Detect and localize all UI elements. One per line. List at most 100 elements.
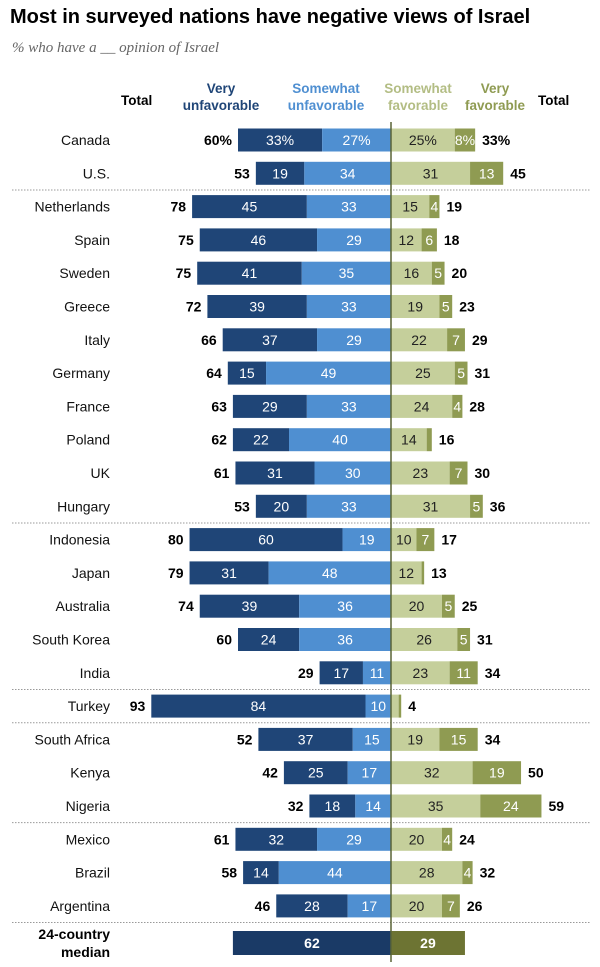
total-favorable: 4 [408, 698, 416, 714]
bar-very-favorable [429, 195, 440, 219]
label-somewhat-unfavorable: 15 [364, 731, 380, 747]
total-favorable: 36 [490, 498, 506, 514]
bar-very-favorable [480, 794, 542, 818]
bar-somewhat-favorable [391, 428, 427, 452]
bar-somewhat-unfavorable [306, 195, 391, 219]
label-somewhat-unfavorable: 17 [362, 765, 378, 781]
bar-somewhat-unfavorable [317, 228, 391, 252]
country-label: Spain [74, 232, 110, 248]
label-very-favorable: 7 [452, 332, 460, 348]
total-favorable: 32 [480, 865, 496, 881]
bar-somewhat-unfavorable [278, 861, 391, 885]
label-very-unfavorable: 29 [262, 398, 278, 414]
bar-very-unfavorable [255, 494, 307, 518]
bar-very-unfavorable [258, 727, 353, 751]
label-very-favorable: 13 [479, 165, 495, 181]
label-very-unfavorable: 19 [272, 165, 288, 181]
bar-very-unfavorable [222, 328, 318, 352]
label-very-unfavorable: 37 [262, 332, 278, 348]
total-unfavorable: 52 [237, 731, 253, 747]
country-label: Australia [56, 598, 111, 614]
country-label: Greece [64, 299, 110, 315]
bar-very-favorable [421, 561, 425, 585]
country-label: Canada [61, 132, 110, 148]
country-label: Brazil [75, 865, 110, 881]
header-very-unfavorable: Very unfavorable [182, 81, 260, 113]
total-unfavorable: 46 [255, 898, 271, 914]
bar-very-favorable [421, 228, 437, 252]
total-favorable: 26 [467, 898, 483, 914]
label-very-unfavorable: 33% [266, 132, 294, 148]
label-somewhat-unfavorable: 35 [339, 265, 355, 281]
total-unfavorable: 29 [298, 665, 314, 681]
bar-somewhat-unfavorable [322, 128, 391, 152]
total-unfavorable: 32 [288, 798, 304, 814]
label-somewhat-favorable: 32 [424, 765, 440, 781]
label-somewhat-unfavorable: 33 [341, 299, 357, 315]
label-very-favorable: 19 [489, 765, 505, 781]
label-very-unfavorable: 46 [251, 232, 267, 248]
bar-very-favorable [454, 128, 476, 152]
bar-somewhat-favorable [391, 827, 442, 851]
label-somewhat-favorable: 31 [423, 498, 439, 514]
label-somewhat-favorable: 20 [409, 598, 425, 614]
total-unfavorable: 60 [216, 632, 232, 648]
bar-somewhat-favorable [391, 261, 432, 285]
bar-somewhat-favorable [391, 461, 450, 485]
header-total-left: Total [121, 93, 153, 108]
bar-very-favorable [452, 394, 463, 418]
label-somewhat-favorable: 26 [416, 632, 432, 648]
country-label: Poland [66, 432, 110, 448]
label-somewhat-unfavorable: 36 [337, 598, 353, 614]
label-somewhat-favorable: 15 [402, 199, 418, 215]
total-favorable: 59 [548, 798, 564, 814]
total-favorable: 30 [475, 465, 491, 481]
label-somewhat-unfavorable: 11 [370, 665, 385, 681]
total-favorable: 31 [477, 632, 493, 648]
total-favorable: 17 [441, 532, 457, 548]
bar-very-unfavorable [243, 861, 279, 885]
label-somewhat-unfavorable: 44 [327, 865, 343, 881]
bar-very-unfavorable [199, 594, 300, 618]
label-somewhat-unfavorable: 29 [346, 831, 362, 847]
bar-very-unfavorable [235, 827, 318, 851]
bar-somewhat-favorable [391, 861, 463, 885]
bar-somewhat-favorable [391, 628, 458, 651]
label-very-unfavorable: 28 [304, 898, 320, 914]
label-somewhat-favorable: 14 [401, 432, 417, 448]
bar-somewhat-unfavorable [317, 827, 391, 851]
label-somewhat-unfavorable: 48 [322, 565, 338, 581]
bar-very-unfavorable [227, 361, 267, 385]
bar-somewhat-favorable [391, 361, 455, 385]
label-somewhat-favorable: 10 [396, 532, 412, 548]
bar-somewhat-unfavorable [289, 428, 391, 452]
total-favorable: 29 [472, 332, 488, 348]
bar-somewhat-favorable [391, 161, 471, 185]
bar-very-favorable [439, 295, 453, 318]
country-label: Turkey [68, 698, 110, 714]
label-very-unfavorable: 37 [298, 731, 314, 747]
bar-somewhat-unfavorable [306, 295, 391, 318]
label-somewhat-favorable: 23 [413, 665, 429, 681]
total-unfavorable: 60% [204, 132, 233, 148]
label-somewhat-unfavorable: 27% [343, 132, 371, 148]
label-somewhat-unfavorable: 14 [365, 798, 381, 814]
bar-somewhat-favorable [391, 661, 450, 685]
bar-very-favorable [449, 661, 478, 685]
bar-very-unfavorable [199, 228, 318, 252]
bar-somewhat-favorable [391, 494, 471, 518]
bar-somewhat-favorable [391, 794, 481, 818]
label-very-unfavorable: 17 [333, 665, 349, 681]
country-label: Mexico [66, 831, 111, 847]
bar-somewhat-unfavorable [304, 161, 391, 185]
label-very-favorable: 8% [455, 132, 475, 148]
bar-very-unfavorable [197, 261, 302, 285]
total-unfavorable: 61 [214, 465, 230, 481]
bar-very-unfavorable [283, 761, 348, 785]
label-somewhat-favorable: 12 [399, 565, 415, 581]
total-favorable: 16 [439, 432, 455, 448]
bar-somewhat-unfavorable [301, 261, 391, 285]
label-somewhat-favorable: 16 [404, 265, 420, 281]
bar-very-favorable [426, 428, 432, 452]
bar-somewhat-unfavorable [314, 461, 391, 485]
